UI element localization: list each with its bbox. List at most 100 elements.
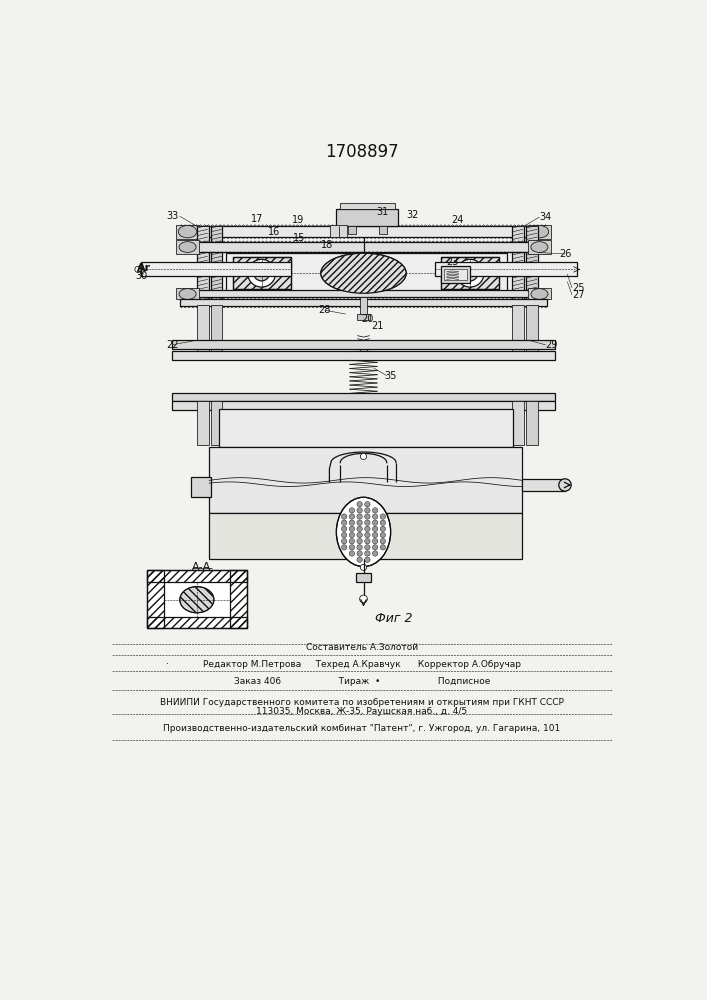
Circle shape (373, 538, 378, 544)
Bar (172, 340, 555, 349)
Ellipse shape (530, 225, 549, 238)
Bar (379, 226, 387, 234)
Circle shape (349, 545, 355, 550)
Ellipse shape (179, 242, 196, 252)
Bar (528, 288, 551, 299)
Circle shape (373, 520, 378, 525)
Text: 22: 22 (166, 340, 178, 350)
Text: Редактор М.Петрова     Техред А.Кравчук      Корректор А.Обручар: Редактор М.Петрова Техред А.Кравчук Корр… (203, 660, 521, 669)
Circle shape (357, 538, 363, 544)
Bar (146, 617, 247, 628)
Bar (218, 409, 513, 447)
Bar (441, 257, 499, 289)
Bar (211, 226, 223, 305)
Bar (441, 266, 470, 283)
Text: 21: 21 (371, 321, 384, 331)
Bar (340, 203, 395, 209)
Bar (233, 257, 291, 289)
Bar (146, 617, 247, 628)
Bar (146, 570, 247, 582)
Text: 33: 33 (166, 211, 178, 221)
Bar (180, 226, 547, 237)
Text: 30: 30 (135, 271, 147, 281)
Circle shape (365, 532, 370, 538)
Circle shape (380, 526, 385, 532)
Circle shape (373, 526, 378, 532)
Ellipse shape (254, 266, 269, 281)
Bar (172, 401, 555, 410)
Text: Производственно-издательский комбинат "Патент", г. Ужгород, ул. Гагарина, 101: Производственно-издательский комбинат "П… (163, 724, 561, 733)
Circle shape (373, 545, 378, 550)
Bar (172, 393, 555, 401)
Bar (526, 226, 538, 305)
Ellipse shape (559, 479, 571, 491)
Bar (197, 401, 209, 445)
Bar (528, 225, 551, 239)
Bar (513, 305, 524, 353)
Bar (337, 209, 398, 226)
Bar (230, 570, 247, 628)
Circle shape (380, 520, 385, 525)
Bar (172, 351, 555, 360)
Bar (444, 269, 467, 280)
Circle shape (341, 520, 347, 525)
Ellipse shape (180, 587, 214, 613)
Circle shape (357, 551, 363, 556)
Text: 31: 31 (377, 207, 389, 217)
Ellipse shape (135, 266, 141, 272)
Ellipse shape (321, 253, 406, 293)
Bar (180, 299, 547, 306)
Ellipse shape (247, 259, 276, 287)
Circle shape (365, 514, 370, 519)
Circle shape (349, 551, 355, 556)
Bar (528, 240, 551, 254)
Text: 15: 15 (293, 233, 305, 243)
Bar (176, 225, 199, 239)
Circle shape (349, 514, 355, 519)
Text: 29: 29 (545, 340, 557, 350)
Text: 16: 16 (268, 227, 281, 237)
Circle shape (341, 526, 347, 532)
Bar (146, 570, 163, 628)
Bar (180, 290, 547, 297)
Bar (526, 305, 538, 353)
Bar (356, 573, 371, 582)
Circle shape (373, 532, 378, 538)
Bar (330, 225, 347, 237)
Circle shape (341, 514, 347, 519)
Text: 19: 19 (291, 215, 304, 225)
Text: 28: 28 (319, 305, 331, 315)
Bar (360, 297, 368, 316)
Ellipse shape (321, 253, 406, 293)
Circle shape (365, 538, 370, 544)
Circle shape (380, 538, 385, 544)
Circle shape (380, 532, 385, 538)
Bar (360, 349, 368, 359)
Ellipse shape (352, 263, 375, 283)
Bar (233, 257, 291, 289)
Ellipse shape (178, 225, 197, 238)
Ellipse shape (531, 289, 548, 299)
Circle shape (373, 508, 378, 513)
Text: А-А: А-А (192, 562, 211, 572)
Text: Составитель А.Золотой: Составитель А.Золотой (306, 643, 418, 652)
Bar (441, 257, 499, 289)
Bar (513, 401, 524, 445)
Bar (141, 262, 291, 276)
Text: 1708897: 1708897 (325, 143, 399, 161)
Bar (522, 479, 565, 491)
Circle shape (365, 520, 370, 525)
Circle shape (357, 508, 363, 513)
Ellipse shape (456, 259, 484, 287)
Text: ·: · (166, 659, 169, 669)
Text: 25: 25 (572, 283, 585, 293)
Ellipse shape (462, 266, 478, 281)
Text: 113035, Москва, Ж-35, Раушская наб., д. 4/5: 113035, Москва, Ж-35, Раушская наб., д. … (257, 707, 467, 716)
Bar (197, 226, 209, 305)
Text: Фиг 2: Фиг 2 (375, 612, 413, 625)
Ellipse shape (361, 564, 367, 570)
Circle shape (365, 526, 370, 532)
Bar (197, 305, 209, 353)
Bar (230, 570, 247, 628)
Bar (146, 570, 247, 582)
